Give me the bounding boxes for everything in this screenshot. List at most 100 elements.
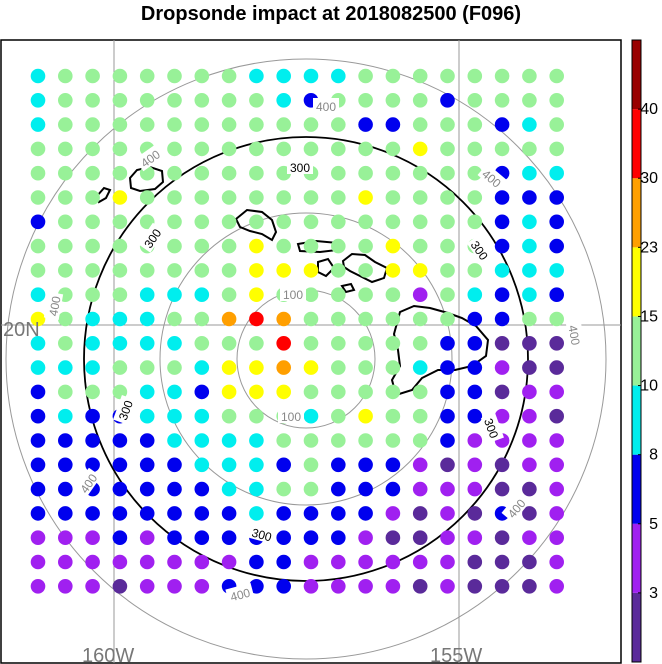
impact-dot — [276, 433, 292, 448]
impact-dot — [358, 238, 373, 254]
impact-dot — [221, 554, 237, 570]
impact-dot — [358, 360, 373, 375]
ring-label: 100 — [278, 408, 304, 424]
impact-dot — [58, 554, 73, 570]
impact-dot — [85, 579, 100, 594]
impact-dot — [440, 93, 455, 108]
impact-dot — [412, 263, 428, 278]
impact-dot — [167, 408, 182, 424]
ring-label-bg — [137, 222, 166, 253]
colorbar: 3 5 8 10 15 23 30 40 — [631, 39, 658, 663]
impact-dot — [139, 117, 155, 132]
impact-dot — [494, 141, 510, 157]
impact-dot — [494, 384, 510, 400]
impact-dot — [385, 433, 401, 448]
impact-dot — [412, 287, 428, 303]
impact-dot — [549, 579, 564, 594]
impact-dot — [58, 579, 73, 594]
impact-dot — [249, 384, 264, 400]
impact-dot — [303, 530, 319, 545]
impact-dot — [249, 360, 264, 375]
impact-dot — [331, 457, 346, 473]
impact-dot — [85, 530, 100, 545]
impact-dot — [276, 238, 292, 254]
impact-dot — [221, 68, 237, 84]
impact-dot — [522, 530, 537, 545]
impact-dot — [440, 311, 455, 327]
impact-dot — [194, 579, 210, 594]
impact-dot — [194, 506, 210, 521]
impact-dot — [139, 311, 155, 327]
impact-dot — [85, 263, 100, 278]
impact-dot — [522, 93, 537, 108]
impact-dot — [412, 165, 428, 181]
impact-dot — [549, 457, 564, 473]
colorbar-label: 5 — [649, 516, 658, 533]
impact-dot — [58, 190, 73, 205]
impact-dot — [112, 238, 128, 254]
impact-dot — [221, 336, 237, 351]
impact-dot — [221, 384, 237, 400]
impact-dot — [194, 165, 210, 181]
ring-label-text: 400 — [316, 100, 336, 114]
impact-dot — [303, 238, 319, 254]
impact-dot — [467, 311, 483, 327]
impact-dot — [467, 408, 483, 424]
impact-dot — [358, 165, 373, 181]
impact-dot — [194, 68, 210, 84]
impact-dot — [194, 554, 210, 570]
impact-dot — [30, 190, 46, 205]
impact-dot — [494, 554, 510, 570]
impact-dot — [303, 457, 319, 473]
impact-dot — [167, 68, 182, 84]
impact-dot — [467, 530, 483, 545]
impact-dot — [276, 263, 292, 278]
impact-dot — [194, 238, 210, 254]
impact-dot — [249, 117, 264, 132]
impact-dot — [249, 554, 264, 570]
impact-dot — [249, 141, 264, 157]
impact-dot — [85, 68, 100, 84]
colorbar-label: 23 — [640, 239, 658, 256]
impact-dot — [139, 93, 155, 108]
impact-dot — [194, 384, 210, 400]
impact-dot — [494, 238, 510, 254]
impact-dot — [58, 214, 73, 230]
impact-dot — [385, 214, 401, 230]
impact-dot — [58, 384, 73, 400]
impact-dot — [522, 68, 537, 84]
impact-dot — [112, 384, 128, 400]
impact-dot — [467, 263, 483, 278]
ring-label: 300 — [113, 395, 136, 425]
impact-dot — [331, 117, 346, 132]
ring-label-text: 100 — [281, 410, 301, 424]
impact-dot — [85, 165, 100, 181]
impact-dot — [358, 457, 373, 473]
impact-dot — [58, 360, 73, 375]
impact-dot — [139, 263, 155, 278]
impact-dot — [249, 93, 264, 108]
impact-dot — [85, 360, 100, 375]
impact-dot — [440, 433, 455, 448]
impact-dot — [440, 530, 455, 545]
ring-label: 400 — [43, 291, 64, 321]
impact-dot — [249, 408, 264, 424]
impact-dot — [412, 408, 428, 424]
impact-dot — [467, 336, 483, 351]
ring-label-bg — [313, 98, 339, 113]
impact-dot — [276, 360, 292, 375]
impact-dot — [467, 117, 483, 132]
impact-dot — [221, 506, 237, 521]
impact-dot — [412, 481, 428, 497]
impact-dot — [194, 93, 210, 108]
impact-dot — [385, 554, 401, 570]
axis-labels: 20N 160W 155W — [3, 319, 482, 664]
impact-dot — [331, 141, 346, 157]
impact-dot — [412, 93, 428, 108]
impact-dot — [494, 579, 510, 594]
ring-label-text: 100 — [283, 288, 303, 302]
impact-dot — [358, 336, 373, 351]
impact-dot — [494, 214, 510, 230]
oahu-coastline — [234, 208, 278, 242]
impact-dot — [30, 287, 46, 303]
